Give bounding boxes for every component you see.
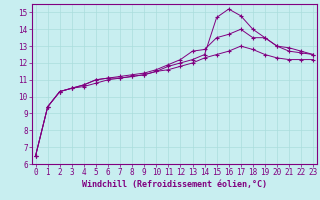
X-axis label: Windchill (Refroidissement éolien,°C): Windchill (Refroidissement éolien,°C) [82, 180, 267, 189]
